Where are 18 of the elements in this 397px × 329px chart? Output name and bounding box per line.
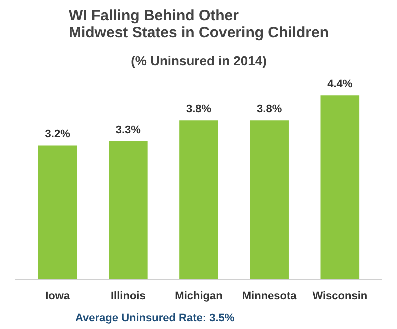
x-tick-label: Minnesota xyxy=(242,290,298,302)
data-label: 4.4% xyxy=(328,78,353,91)
bar xyxy=(320,96,360,280)
x-tick-label: Illinois xyxy=(111,290,146,302)
data-label: 3.8% xyxy=(186,104,212,116)
chart-title: WI Falling Behind Other Midwest States in Covering Children xyxy=(68,8,330,42)
data-label: 3.8% xyxy=(257,104,282,116)
x-tick-label: Iowa xyxy=(46,290,71,302)
bar xyxy=(250,120,289,280)
bar xyxy=(38,146,78,280)
data-label: 3.3% xyxy=(116,124,142,137)
bar xyxy=(109,142,148,280)
text: Average Uninsured Rate: 3.5% xyxy=(76,312,235,324)
data-label: 3.2% xyxy=(45,128,71,141)
bar xyxy=(180,120,218,280)
x-tick-label: Wisconsin xyxy=(312,290,368,302)
chart-subtitle: (% Uninsured in 2014) xyxy=(131,54,267,68)
x-tick-label: Michigan xyxy=(175,290,224,302)
